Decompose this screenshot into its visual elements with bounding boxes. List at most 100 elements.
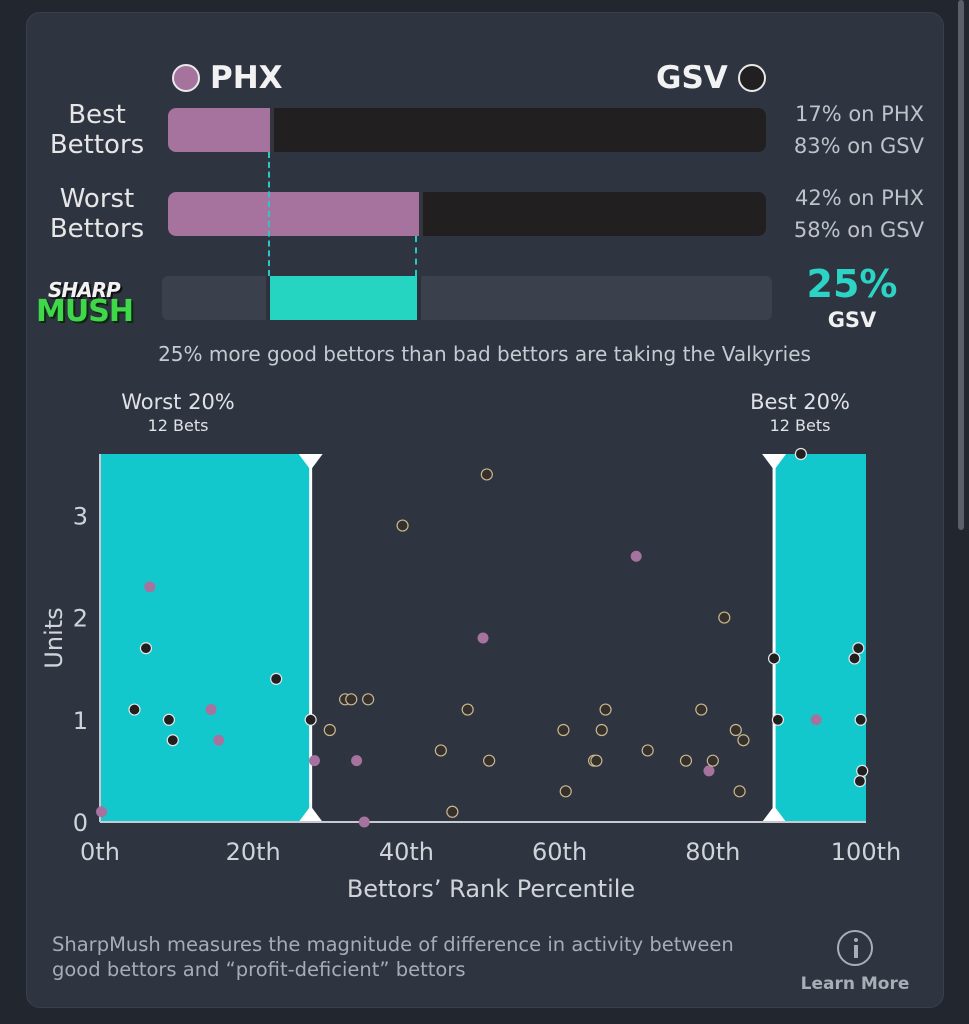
best-range-label: Best 20% 12 Bets: [718, 390, 882, 435]
mush-right-divider: [417, 276, 421, 320]
data-point-other-bettors: [345, 693, 358, 706]
worst-label-line2: Bettors: [49, 214, 145, 244]
worst-bettors-bar: [168, 192, 766, 236]
x-tick-label: 80th: [685, 838, 740, 866]
x-tick-label: 20th: [226, 838, 281, 866]
y-axis-title: Units: [40, 607, 68, 668]
data-point-phx: [351, 755, 363, 767]
worst-bettors-percentages: 42% on PHX 58% on GSV: [778, 182, 924, 246]
best-bar-divider: [270, 108, 274, 152]
info-icon[interactable]: [837, 930, 873, 966]
data-point-phx: [96, 806, 108, 818]
data-point-gsv: [852, 642, 865, 655]
worst-bettors-label: Worst Bettors: [44, 184, 150, 244]
best-bettors-bar: [168, 108, 766, 152]
best-range-bets: 12 Bets: [769, 416, 831, 435]
data-point-phx: [213, 734, 225, 746]
data-point-other-bettors: [557, 723, 570, 737]
data-point-other-bettors: [446, 805, 459, 818]
team-gsv: GSV: [656, 60, 766, 96]
data-point-gsv: [767, 652, 781, 665]
y-tick-label: 1: [73, 707, 88, 735]
logo-line2: MUSH: [36, 294, 134, 329]
team-phx: PHX: [172, 60, 283, 96]
data-point-other-bettors: [461, 703, 474, 716]
range-handle-bottom-0: [298, 806, 323, 822]
sharpmush-logo: SHARP MUSH: [36, 278, 154, 334]
best-bettors-percentages: 17% on PHX 83% on GSV: [778, 98, 924, 162]
best-phx-pct: 17% on PHX: [794, 102, 924, 126]
data-point-phx: [630, 550, 642, 562]
sharpmush-difference-bar: [162, 276, 772, 320]
data-point-gsv: [854, 713, 867, 726]
data-point-gsv: [270, 672, 283, 685]
data-point-gsv: [794, 447, 807, 461]
best-range-title: Best 20%: [750, 390, 850, 414]
footer-description: SharpMush measures the magnitude of diff…: [52, 933, 734, 981]
range-handle-top-1: [762, 454, 787, 470]
learn-more-label[interactable]: Learn More: [800, 974, 910, 994]
data-point-other-bettors: [480, 468, 493, 481]
data-point-other-bettors: [641, 744, 654, 757]
data-point-phx: [205, 704, 217, 716]
data-point-phx: [703, 765, 715, 777]
data-point-other-bettors: [483, 754, 496, 767]
best-gsv-pct: 83% on GSV: [793, 134, 924, 158]
worst-phx-fill: [168, 192, 419, 236]
mush-left-divider: [266, 276, 270, 320]
gsv-color-dot: [737, 64, 766, 92]
data-point-other-bettors: [396, 519, 409, 532]
worst-label-line1: Worst: [59, 184, 135, 214]
sharpmush-summary: 25% more good bettors than bad bettors a…: [158, 342, 811, 366]
sharpmush-team: GSV: [827, 308, 877, 332]
worst-range-title: Worst 20%: [121, 390, 235, 414]
sharpmush-value: 25%: [806, 262, 898, 306]
x-tick-label: 0th: [80, 838, 120, 866]
team-phx-label: PHX: [210, 60, 283, 96]
data-point-other-bettors: [679, 754, 693, 767]
data-point-other-bettors: [695, 703, 708, 716]
best-phx-fill: [168, 108, 270, 152]
learn-more-button[interactable]: Learn More: [800, 930, 910, 994]
highlight-region-1: [774, 454, 866, 822]
best-split-connector: [268, 152, 270, 276]
data-point-phx: [144, 581, 156, 593]
phx-color-dot: [172, 64, 200, 92]
best-bettors-label: Best Bettors: [44, 100, 150, 160]
data-point-gsv: [853, 775, 866, 788]
logo-line1: SHARP: [48, 278, 121, 302]
x-tick-label: 100th: [831, 838, 901, 866]
worst-gsv-pct: 58% on GSV: [793, 218, 924, 242]
data-point-gsv: [304, 713, 317, 726]
data-point-other-bettors: [718, 611, 731, 624]
data-point-other-bettors: [729, 723, 742, 737]
scrollbar[interactable]: [958, 0, 964, 530]
data-point-phx: [308, 755, 320, 767]
worst-range-label: Worst 20% 12 Bets: [96, 390, 260, 435]
x-tick-label: 60th: [532, 838, 587, 866]
data-point-gsv: [856, 764, 869, 777]
data-point-gsv: [771, 713, 785, 726]
worst-split-connector: [415, 236, 417, 276]
data-point-other-bettors: [737, 734, 750, 747]
data-point-gsv: [166, 734, 179, 747]
data-point-other-bettors: [559, 785, 572, 798]
data-point-gsv: [848, 652, 861, 665]
range-handle-top-0: [298, 454, 323, 470]
data-point-other-bettors: [733, 785, 746, 798]
best-label-line2: Bettors: [49, 130, 145, 160]
data-point-other-bettors: [323, 723, 336, 737]
data-point-gsv: [128, 703, 141, 716]
worst-phx-pct: 42% on PHX: [794, 186, 924, 210]
y-tick-label: 3: [73, 502, 88, 530]
y-tick-label: 0: [73, 809, 88, 837]
data-point-other-bettors: [590, 754, 603, 767]
worst-bar-divider: [419, 192, 423, 236]
data-point-phx: [810, 714, 822, 726]
data-point-other-bettors: [706, 754, 719, 767]
best-label-line1: Best: [68, 100, 126, 130]
data-point-phx: [358, 816, 370, 828]
units-scatter-chart: 0 1 2 3 0th 20th 40th 60th 80th 100th Bettors’ Ran…: [40, 447, 901, 903]
data-point-other-bettors: [599, 703, 612, 716]
team-gsv-label: GSV: [656, 60, 728, 96]
